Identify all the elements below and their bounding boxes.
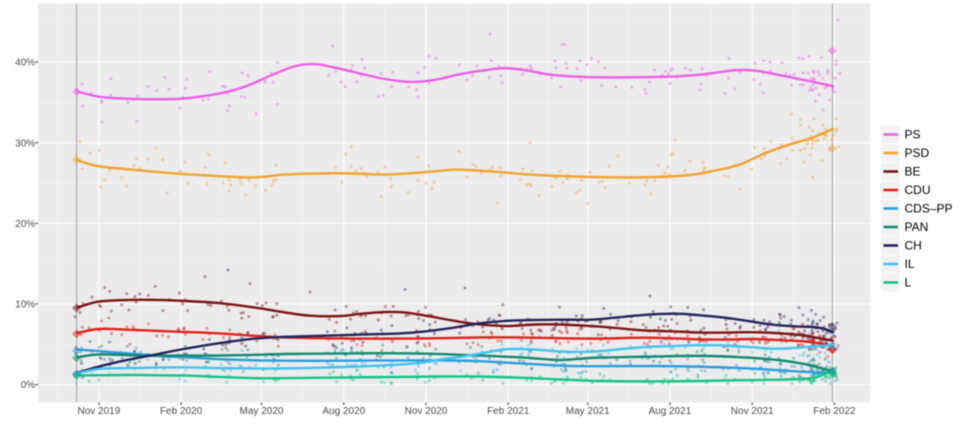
svg-text:Aug 2021: Aug 2021 [648,406,691,417]
svg-text:BE: BE [905,165,921,179]
svg-text:Aug 2020: Aug 2020 [322,406,365,417]
svg-text:Nov 2019: Nov 2019 [77,406,120,417]
svg-text:PS: PS [905,128,921,142]
svg-text:PAN: PAN [905,220,929,234]
svg-text:IL: IL [905,257,915,271]
svg-text:40%: 40% [15,58,35,69]
svg-text:0%: 0% [21,380,36,391]
svg-text:Feb 2020: Feb 2020 [160,406,203,417]
svg-text:10%: 10% [15,300,35,311]
svg-text:20%: 20% [15,219,35,230]
svg-text:Nov 2021: Nov 2021 [731,406,774,417]
svg-text:L: L [905,276,912,290]
svg-text:30%: 30% [15,138,35,149]
svg-text:CDU: CDU [905,183,931,197]
svg-text:May 2021: May 2021 [566,406,610,417]
svg-text:CH: CH [905,239,922,253]
svg-text:Nov 2020: Nov 2020 [405,406,448,417]
svg-text:Feb 2021: Feb 2021 [487,406,530,417]
svg-text:May 2020: May 2020 [240,406,284,417]
svg-text:PSD: PSD [905,146,930,160]
svg-text:Feb 2022: Feb 2022 [813,406,856,417]
svg-text:CDS–PP: CDS–PP [905,202,953,216]
